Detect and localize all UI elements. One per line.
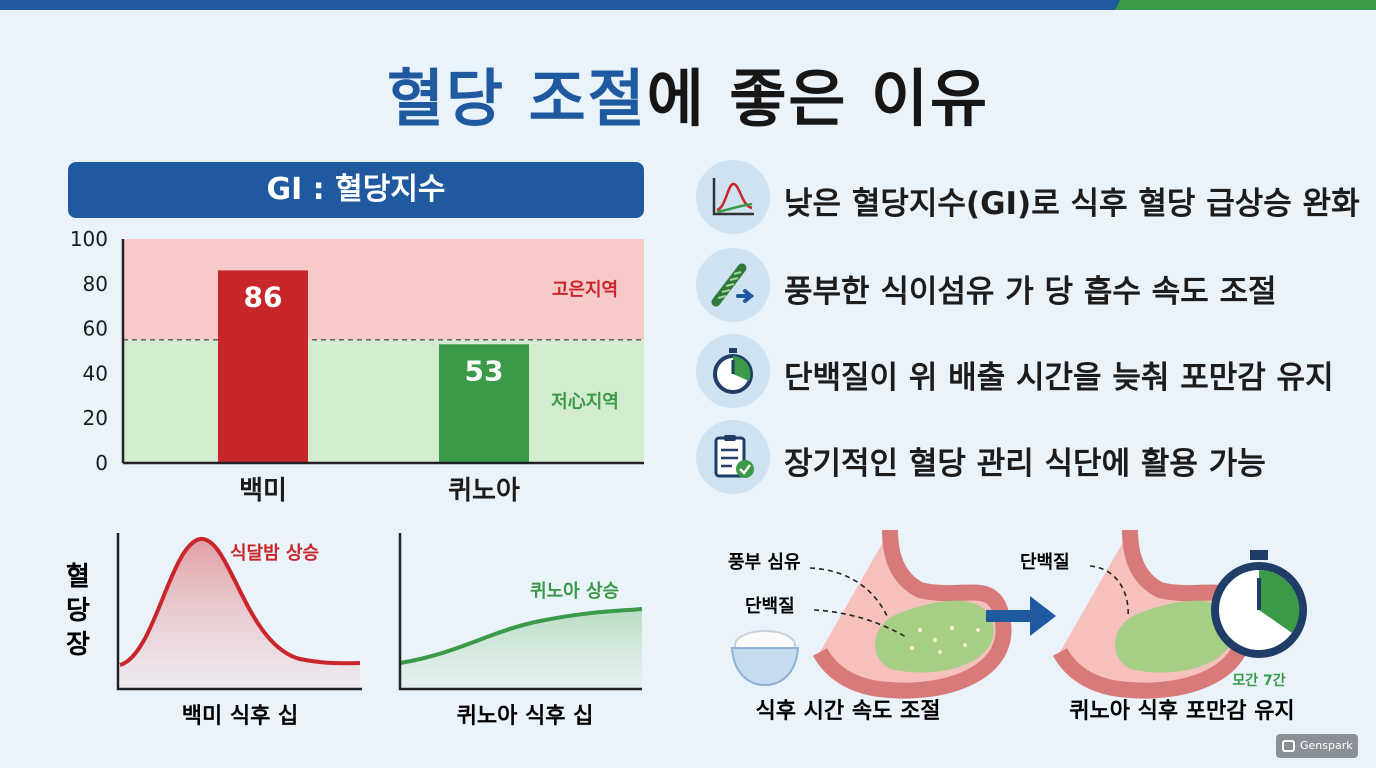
stomach-illustration: 풍부 심유 단백질 단백질 모간 7간 식후 시간 속도 조절 퀴노아 식후 포… (728, 529, 1307, 724)
line-chart-icon (696, 160, 770, 234)
genspark-logo-icon (1282, 740, 1295, 752)
bar-value-label-0: 86 (244, 280, 283, 313)
stopwatch-icon (696, 334, 770, 408)
bar-value-label-1: 53 (465, 354, 504, 387)
white-rice-curve (119, 537, 361, 667)
page-title: 혈당 조절에 좋은 이유 (0, 48, 1376, 138)
y-tick-label-3: 60 (83, 317, 108, 341)
y-tick-label-0: 0 (95, 451, 108, 475)
stopwatch-icon (1211, 550, 1307, 658)
badge-label: Genspark (1300, 739, 1353, 752)
top-bar-blue (0, 0, 1120, 10)
x-tick-label-0: 백미 (239, 476, 287, 506)
left-protein-label: 단백질 (745, 596, 795, 617)
benefit-item-4: 장기적인 혈당 관리 식단에 활용 가능 (696, 420, 1356, 494)
stopwatch-label: 모간 7간 (1232, 672, 1285, 689)
benefit-item-2: 풍부한 식이섬유 가 당 흡수 속도 조절 (696, 248, 1356, 322)
benefit-text: 장기적인 혈당 관리 식단에 활용 가능 (784, 446, 1266, 482)
title-rest: 에 좋은 이유 (646, 62, 990, 135)
gi-header: GI : 혈당지수 (68, 162, 644, 218)
y-tick-label-5: 100 (70, 227, 108, 251)
left-fiber-label: 풍부 심유 (728, 552, 801, 573)
curve-ylabel-2: 당 (66, 596, 90, 626)
benefit-text: 단백질이 위 배출 시간을 늦춰 포만감 유지 (784, 360, 1334, 396)
curve-ylabel-3: 장 (66, 630, 90, 660)
zone-band-1 (123, 339, 644, 463)
y-tick-label-2: 40 (83, 361, 108, 385)
glucose-curves: 혈 당 장 식달밤 상승 백미 식후 십 퀴노아 상승 퀴노아 식후 십 (66, 533, 643, 729)
checklist-icon (696, 420, 770, 494)
right-stomach-caption: 퀴노아 식후 포만감 유지 (1069, 699, 1294, 724)
curve-ylabel-1: 혈 (66, 562, 90, 592)
y-tick-label-1: 20 (83, 406, 108, 430)
fiber-icon (696, 248, 770, 322)
benefit-item-1: 낮은 혈당지수(GI)로 식후 혈당 급상승 완화 (696, 160, 1360, 234)
white-rice-caption: 백미 식후 십 (182, 704, 299, 729)
benefit-item-3: 단백질이 위 배출 시간을 늦춰 포만감 유지 (696, 334, 1356, 408)
transition-arrow (986, 596, 1056, 636)
genspark-badge: Genspark (1276, 734, 1358, 758)
white-rice-peak-label: 식달밤 상승 (230, 543, 319, 564)
quinoa-caption: 퀴노아 식후 십 (457, 704, 594, 729)
bar-1 (439, 344, 529, 463)
left-stomach (813, 529, 1012, 699)
y-tick-label-4: 80 (83, 272, 108, 296)
bar-0 (218, 270, 308, 463)
left-stomach-caption: 식후 시간 속도 조절 (756, 699, 941, 724)
top-accent-bar (0, 0, 1376, 10)
quinoa-curve (399, 607, 643, 665)
benefit-text: 풍부한 식이섬유 가 당 흡수 속도 조절 (784, 274, 1277, 310)
rice-bowl-icon (730, 630, 800, 687)
top-bar-green (1115, 0, 1376, 10)
title-highlight: 혈당 조절 (386, 62, 647, 135)
quinoa-rise-label: 퀴노아 상승 (530, 581, 619, 602)
right-protein-label: 단백질 (1020, 552, 1070, 573)
zone-band-0 (123, 239, 644, 340)
x-tick-label-1: 퀴노아 (448, 476, 520, 506)
zone-label-1: 저心지역 (551, 391, 619, 412)
benefit-text: 낮은 혈당지수(GI)로 식후 혈당 급상승 완화 (784, 186, 1360, 222)
zone-label-0: 고은지역 (552, 279, 618, 300)
